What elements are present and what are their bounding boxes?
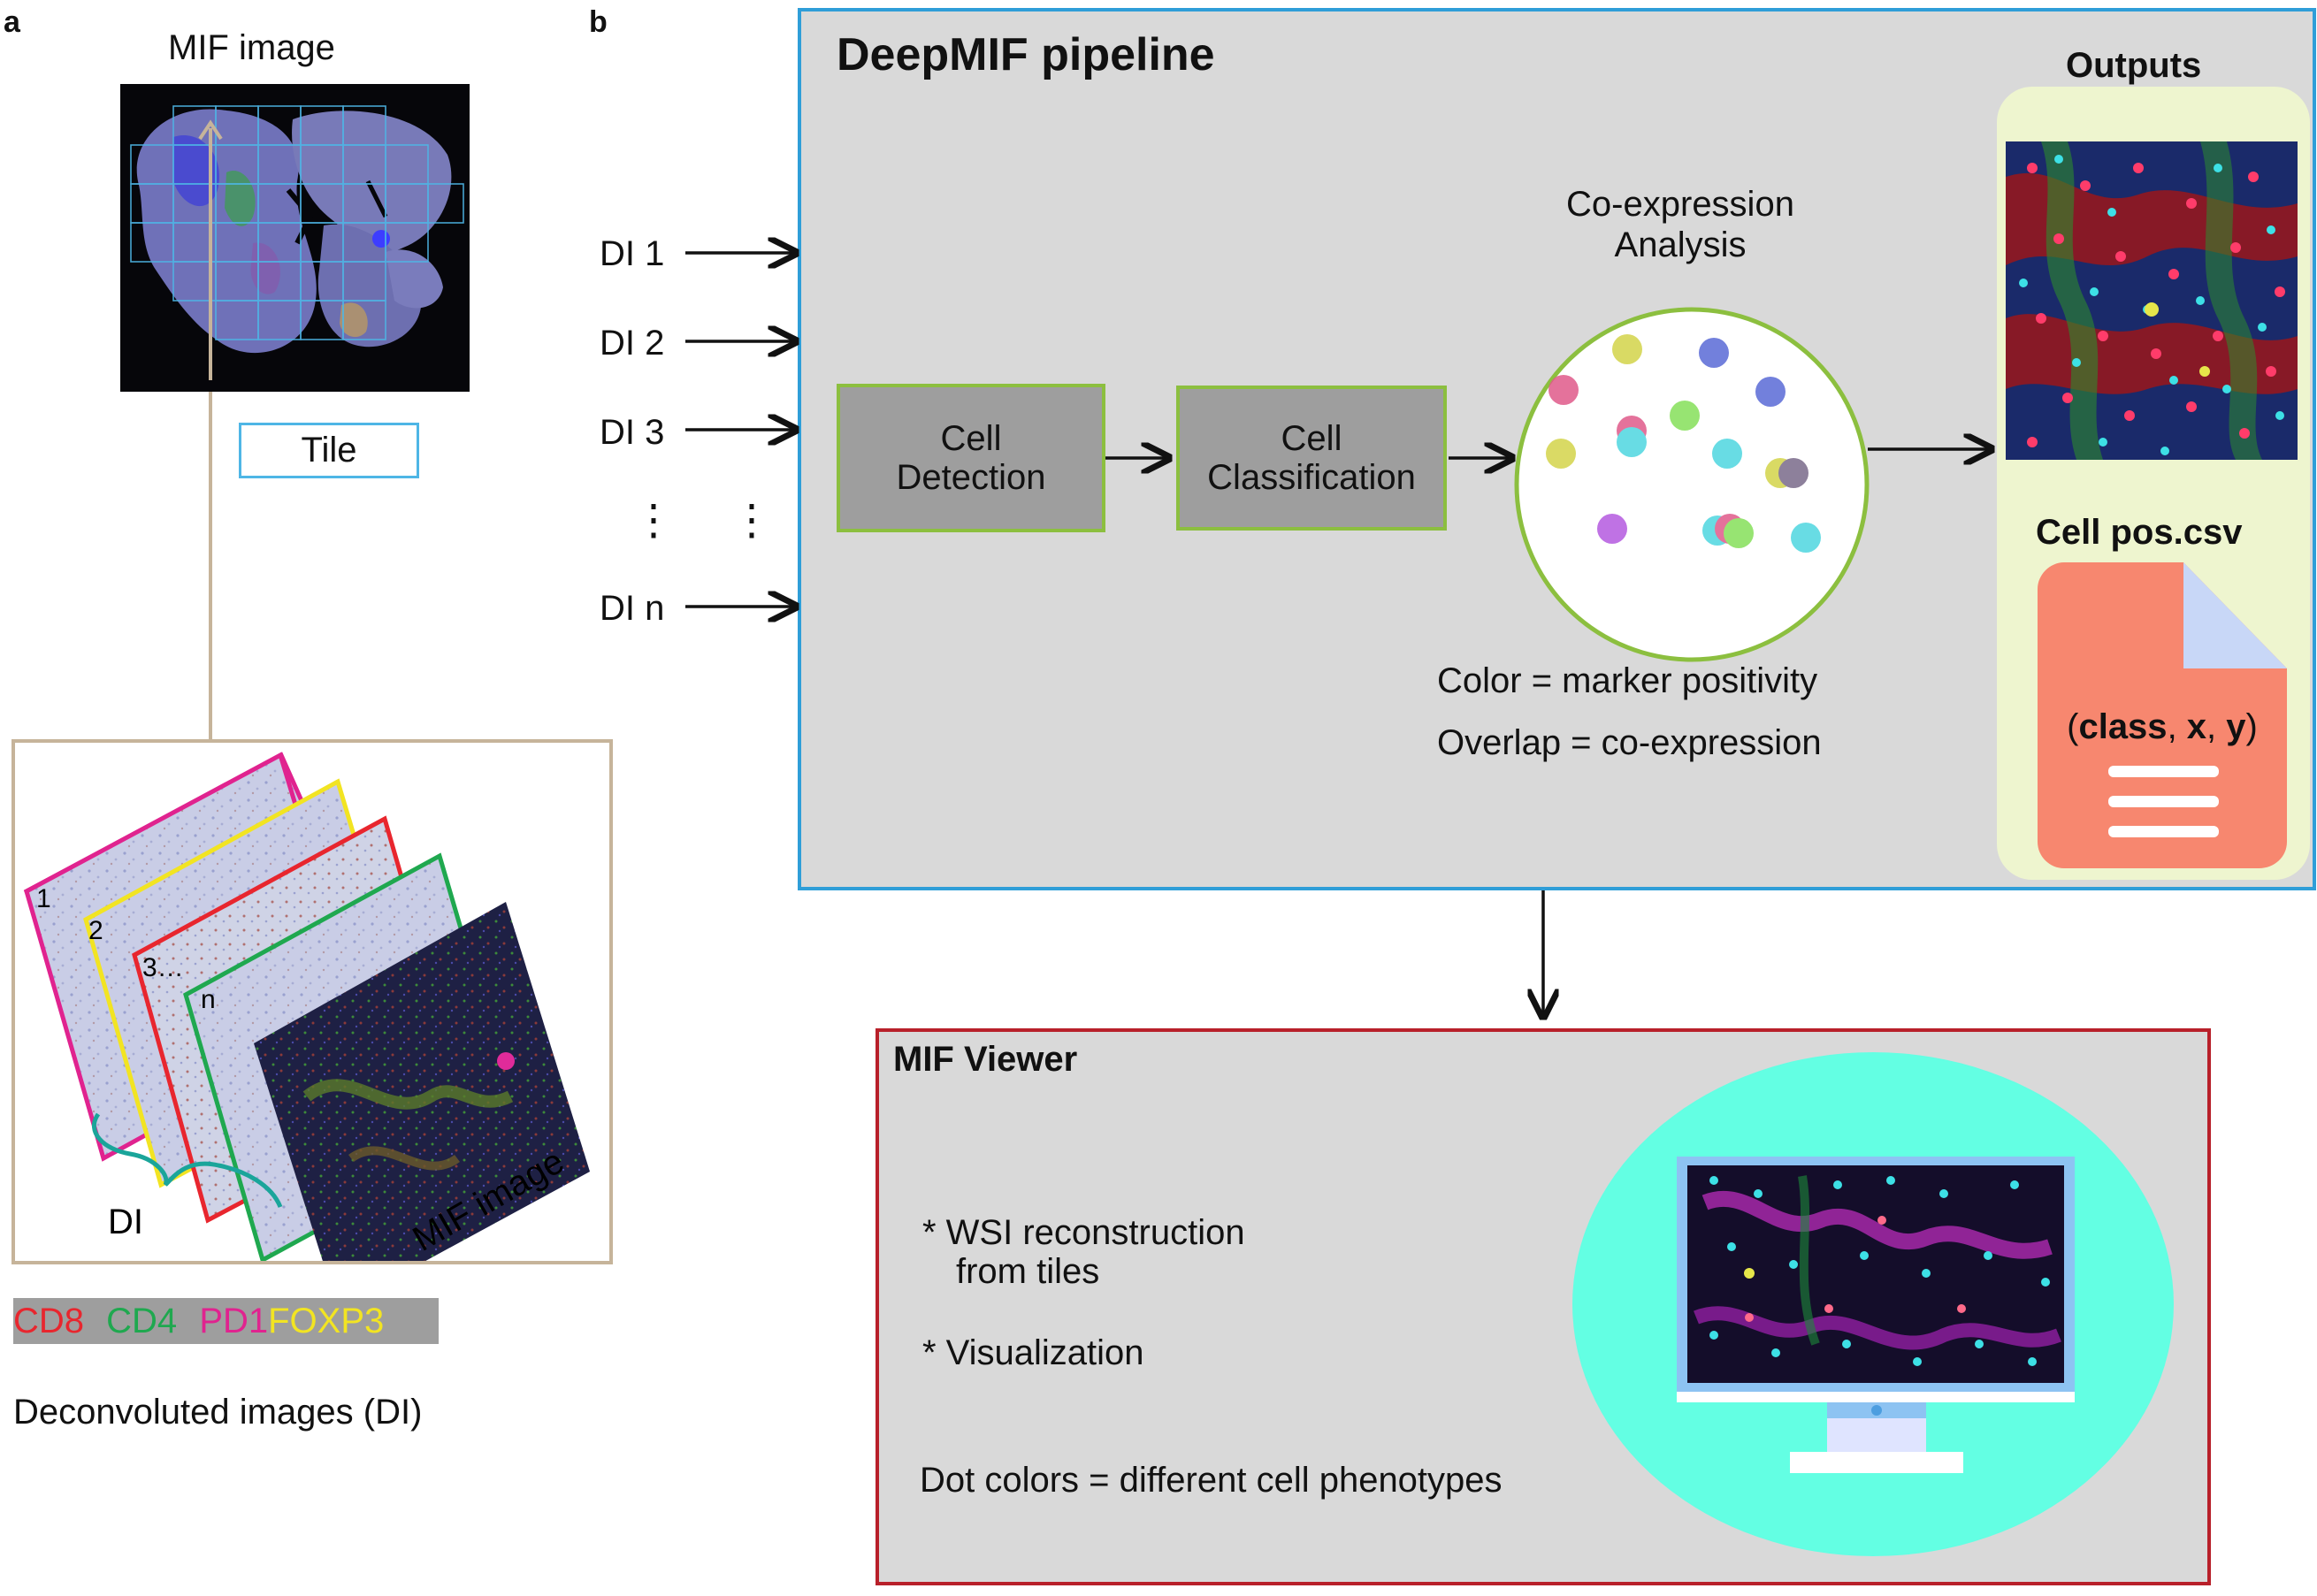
csv-sep2: , bbox=[2206, 707, 2227, 746]
cell-dot bbox=[1546, 439, 1576, 469]
viewer-bullet-2: * Visualization bbox=[922, 1333, 1144, 1372]
marker-cd4: CD4 bbox=[106, 1302, 178, 1340]
marker-cd8: CD8 bbox=[13, 1302, 85, 1340]
input-di-1: DI 1 bbox=[600, 234, 665, 273]
cell-classification-box: Cell Classification bbox=[1176, 386, 1447, 531]
cell-detection-box: Cell Detection bbox=[837, 384, 1105, 532]
cell-dot bbox=[1791, 523, 1821, 553]
di-stack-box bbox=[11, 739, 613, 1264]
di-label: DI bbox=[108, 1203, 143, 1241]
csv-fields: (class, x, y) bbox=[2038, 707, 2287, 747]
input-ellipsis-2: ⋮ bbox=[730, 497, 773, 544]
tile-label: Tile bbox=[301, 431, 357, 470]
cell-dot bbox=[1755, 377, 1786, 407]
legend-color: Color = marker positivity bbox=[1437, 661, 1818, 700]
csv-field-class: class bbox=[2078, 707, 2168, 746]
cell-dot bbox=[1597, 514, 1627, 544]
outputs-title: Outputs bbox=[2066, 46, 2202, 85]
input-di-2: DI 2 bbox=[600, 324, 665, 363]
tile-label-box: Tile bbox=[239, 423, 419, 478]
panel-letter-a: a bbox=[4, 5, 20, 39]
cell-dot bbox=[1778, 458, 1808, 488]
di-number-n: n bbox=[201, 985, 216, 1014]
input-di-3: DI 3 bbox=[600, 413, 665, 452]
legend-overlap: Overlap = co-expression bbox=[1437, 723, 1822, 762]
input-ellipsis-1: ⋮ bbox=[632, 497, 675, 544]
coexpression-title: Co-expression Analysis bbox=[1521, 184, 1839, 265]
marker-legend: CD8 CD4 PD1FOXP3 bbox=[13, 1298, 439, 1344]
csv-title: Cell pos.csv bbox=[2036, 513, 2243, 552]
mif-tissue-image bbox=[120, 84, 470, 392]
cell-classification-line2: Classification bbox=[1207, 458, 1416, 497]
outputs-cell-image bbox=[2006, 141, 2298, 460]
csv-field-x: x bbox=[2186, 707, 2207, 746]
coexpression-title-line1: Co-expression bbox=[1566, 185, 1794, 224]
cell-dot bbox=[1712, 439, 1742, 469]
csv-close: ) bbox=[2245, 707, 2258, 746]
pipeline-title: DeepMIF pipeline bbox=[837, 29, 1215, 80]
csv-file-icon bbox=[2038, 562, 2287, 868]
tile-connector-line bbox=[209, 392, 212, 739]
cell-dot bbox=[1617, 427, 1647, 457]
cell-dot bbox=[1699, 338, 1729, 368]
di-number-3: 3… bbox=[142, 953, 184, 982]
viewer-monitor-illustration bbox=[1572, 1052, 2174, 1556]
mif-image-title: MIF image bbox=[168, 28, 335, 67]
coexpression-title-line2: Analysis bbox=[1614, 225, 1747, 264]
cell-dot bbox=[1612, 334, 1642, 364]
marker-pd1: PD1 bbox=[199, 1302, 269, 1340]
panel-letter-b: b bbox=[589, 5, 608, 39]
di-caption: Deconvoluted images (DI) bbox=[13, 1393, 423, 1432]
csv-open: ( bbox=[2067, 707, 2079, 746]
cell-dot bbox=[1670, 401, 1700, 431]
csv-field-y: y bbox=[2226, 707, 2246, 746]
di-number-2: 2 bbox=[88, 916, 103, 945]
di-number-1: 1 bbox=[36, 884, 51, 913]
viewer-bullet-1: * WSI reconstruction from tiles bbox=[922, 1213, 1245, 1291]
cell-detection-line1: Cell bbox=[940, 419, 1002, 458]
coexpression-circle bbox=[1514, 307, 1870, 662]
marker-foxp3: FOXP3 bbox=[268, 1302, 385, 1340]
cell-dot bbox=[1548, 375, 1579, 405]
cell-detection-line2: Detection bbox=[896, 458, 1046, 497]
cell-classification-line1: Cell bbox=[1281, 419, 1342, 458]
viewer-bullet-1-line2: from tiles bbox=[956, 1252, 1100, 1291]
viewer-title: MIF Viewer bbox=[893, 1040, 1078, 1079]
di-stack-illustration: 1 2 3… n DI MIF image bbox=[23, 752, 590, 1261]
viewer-bullet-1-line1: * WSI reconstruction bbox=[922, 1213, 1245, 1252]
viewer-dot-note: Dot colors = different cell phenotypes bbox=[920, 1461, 1503, 1500]
cell-dot bbox=[1724, 518, 1754, 548]
csv-sep1: , bbox=[2167, 707, 2187, 746]
input-di-n: DI n bbox=[600, 589, 665, 628]
